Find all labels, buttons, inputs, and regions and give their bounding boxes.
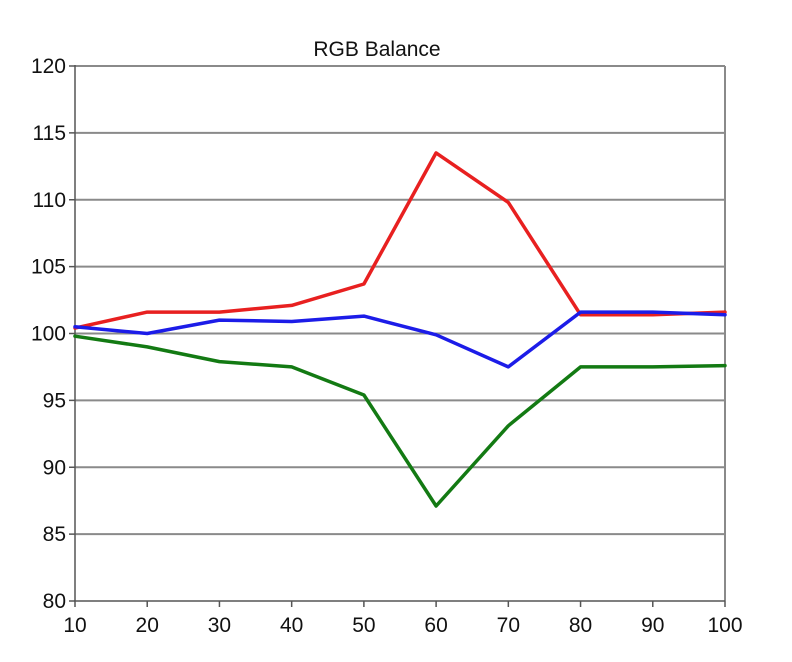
x-tick-label-30: 30 (208, 614, 231, 637)
x-tick-label-70: 70 (497, 614, 520, 637)
y-tick-label-95: 95 (43, 389, 66, 412)
tick-labels: 80 85 90 95 100 105 110 115 120 10 20 30 40 50 60 70 80 9… (31, 55, 743, 637)
series-line-3 (73, 334, 727, 508)
grid-lines (75, 65, 725, 536)
x-tick-label-60: 60 (424, 614, 447, 637)
y-tick-label-115: 115 (33, 122, 66, 145)
series-line-1 (73, 151, 727, 330)
x-tick-label-100: 100 (707, 614, 742, 637)
y-tick-label-80: 80 (43, 590, 66, 613)
x-tick-label-20: 20 (136, 614, 159, 637)
axes (69, 65, 726, 607)
series-lines (73, 151, 727, 508)
y-tick-label-120: 120 (31, 55, 66, 78)
y-tick-label-100: 100 (31, 323, 66, 346)
x-tick-label-90: 90 (641, 614, 664, 637)
y-tick-label-110: 110 (33, 189, 66, 212)
x-tick-label-40: 40 (280, 614, 303, 637)
series-line-2 (73, 310, 727, 369)
y-tick-label-105: 105 (31, 256, 66, 279)
x-tick-label-50: 50 (352, 614, 375, 637)
x-tick-label-10: 10 (63, 614, 86, 637)
y-tick-label-90: 90 (43, 456, 66, 479)
chart-title: RGB Balance (313, 38, 440, 61)
y-tick-label-85: 85 (43, 523, 66, 546)
x-tick-label-80: 80 (569, 614, 592, 637)
